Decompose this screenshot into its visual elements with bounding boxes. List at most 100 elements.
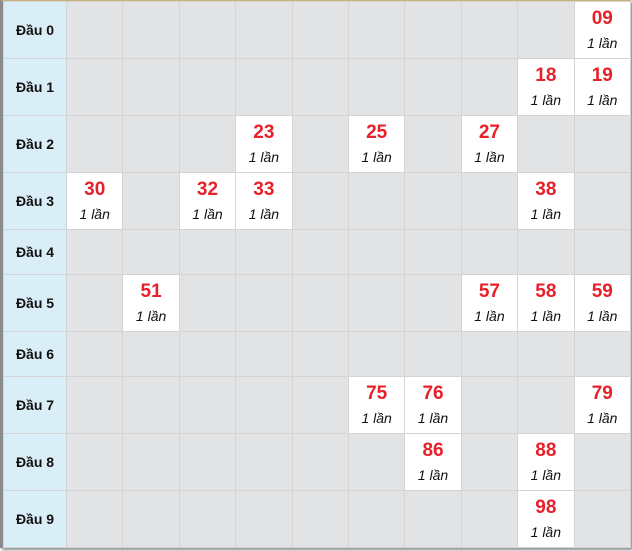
empty-cell <box>122 115 180 173</box>
table-row: Đầu 4 <box>3 229 632 275</box>
empty-cell <box>235 376 293 434</box>
empty-cell <box>460 331 519 377</box>
number-cell: 27 1 lần <box>460 115 519 173</box>
number-cell: 19 1 lần <box>573 58 632 116</box>
empty-cell <box>291 490 349 548</box>
empty-cell <box>573 490 632 548</box>
lottery-number: 79 <box>591 382 613 404</box>
occurrence-count: 1 lần <box>530 466 561 483</box>
number-cell: 79 1 lần <box>573 376 632 434</box>
empty-cell <box>122 376 180 434</box>
empty-cell <box>178 115 237 173</box>
occurrence-count: 1 lần <box>135 307 167 324</box>
empty-cell <box>517 229 575 275</box>
lottery-number: 51 <box>140 280 162 302</box>
row-label: Đầu 9 <box>3 490 67 548</box>
occurrence-count: 1 lần <box>192 205 223 222</box>
occurrence-count: 1 lần <box>530 91 561 108</box>
empty-cell <box>291 229 349 275</box>
empty-cell <box>65 115 124 173</box>
occurrence-count: 1 lần <box>587 91 618 108</box>
empty-cell <box>460 229 519 275</box>
occurrence-count: 1 lần <box>79 205 110 222</box>
empty-cell <box>573 331 632 377</box>
empty-cell <box>291 115 349 173</box>
empty-cell <box>122 331 180 377</box>
empty-cell <box>65 274 124 332</box>
empty-cell <box>122 172 180 230</box>
empty-cell <box>122 490 180 548</box>
empty-cell <box>404 58 462 116</box>
row-label: Đầu 8 <box>3 433 67 491</box>
empty-cell <box>404 331 462 377</box>
number-cell: 18 1 lần <box>517 58 575 116</box>
empty-cell <box>235 1 293 59</box>
empty-cell <box>517 115 575 173</box>
empty-cell <box>573 229 632 275</box>
number-cell: 23 1 lần <box>235 115 293 173</box>
occurrence-count: 1 lần <box>587 409 618 426</box>
empty-cell <box>235 229 293 275</box>
table-row: Đầu 9 98 1 lần <box>3 490 632 548</box>
table-row: Đầu 3 30 1 lần 32 1 lần 33 1 lần 38 1 lần <box>3 172 632 230</box>
empty-cell <box>65 229 124 275</box>
table-row: Đầu 1 18 1 lần 19 1 lần <box>3 58 632 116</box>
number-cell: 76 1 lần <box>404 376 462 434</box>
row-label: Đầu 1 <box>3 58 67 116</box>
occurrence-count: 1 lần <box>474 148 505 165</box>
number-cell: 86 1 lần <box>404 433 462 491</box>
lottery-number: 33 <box>253 178 275 200</box>
occurrence-count: 1 lần <box>248 148 280 165</box>
empty-cell <box>291 274 349 332</box>
lottery-number: 58 <box>535 280 557 302</box>
table-row: Đầu 7 75 1 lần 76 1 lần 79 1 lần <box>3 376 632 434</box>
occurrence-count: 1 lần <box>587 307 618 324</box>
lottery-number: 30 <box>84 178 106 200</box>
table-row: Đầu 8 86 1 lần 88 1 lần <box>3 433 632 491</box>
empty-cell <box>235 58 293 116</box>
occurrence-count: 1 lần <box>530 205 561 222</box>
empty-cell <box>65 376 124 434</box>
empty-cell <box>65 433 124 491</box>
empty-cell <box>347 172 406 230</box>
lottery-number: 59 <box>591 280 613 302</box>
number-cell: 88 1 lần <box>517 433 575 491</box>
empty-cell <box>178 274 237 332</box>
empty-cell <box>347 1 406 59</box>
empty-cell <box>178 58 237 116</box>
empty-cell <box>235 433 293 491</box>
lottery-number: 38 <box>535 178 557 200</box>
lottery-number: 27 <box>478 121 500 143</box>
empty-cell <box>573 115 632 173</box>
lottery-number: 09 <box>591 7 613 29</box>
empty-cell <box>460 58 519 116</box>
empty-cell <box>347 433 406 491</box>
number-cell: 09 1 lần <box>573 1 632 59</box>
empty-cell <box>573 172 632 230</box>
table-row: Đầu 2 23 1 lần 25 1 lần 27 1 lần <box>3 115 632 173</box>
lottery-number: 32 <box>196 178 219 200</box>
empty-cell <box>517 1 575 59</box>
empty-cell <box>178 433 237 491</box>
empty-cell <box>65 331 124 377</box>
number-cell: 51 1 lần <box>122 274 180 332</box>
empty-cell <box>178 331 237 377</box>
row-label: Đầu 4 <box>3 229 67 275</box>
empty-cell <box>235 490 293 548</box>
occurrence-count: 1 lần <box>530 523 561 540</box>
occurrence-count: 1 lần <box>474 307 505 324</box>
empty-cell <box>291 433 349 491</box>
lottery-number: 76 <box>422 382 444 404</box>
row-label: Đầu 3 <box>3 172 67 230</box>
occurrence-count: 1 lần <box>361 148 392 165</box>
number-cell: 38 1 lần <box>517 172 575 230</box>
lottery-number: 86 <box>422 439 444 461</box>
occurrence-count: 1 lần <box>530 307 561 324</box>
occurrence-count: 1 lần <box>417 466 449 483</box>
empty-cell <box>460 490 519 548</box>
table-row: Đầu 0 09 1 lần <box>3 1 632 59</box>
occurrence-count: 1 lần <box>361 409 392 426</box>
empty-cell <box>178 229 237 275</box>
number-cell: 25 1 lần <box>347 115 406 173</box>
